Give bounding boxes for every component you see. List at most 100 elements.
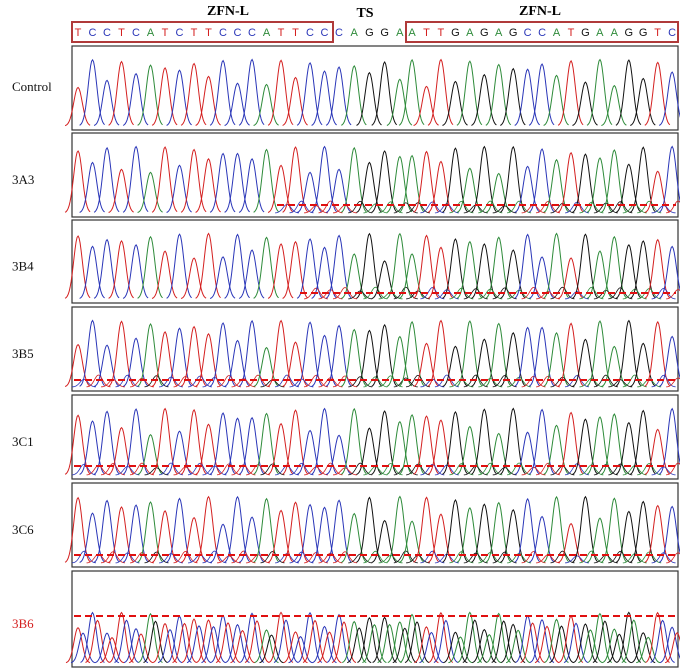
base-letter: A bbox=[553, 27, 561, 39]
trace-peak bbox=[449, 287, 474, 300]
trace-peak bbox=[122, 72, 149, 126]
trace-peak bbox=[377, 623, 402, 664]
trace-peak bbox=[449, 463, 474, 476]
trace-peak bbox=[123, 627, 149, 664]
trace-peak bbox=[449, 551, 474, 564]
base-letter: A bbox=[466, 27, 474, 39]
trace-peak bbox=[644, 61, 671, 126]
trace-peak bbox=[485, 172, 512, 214]
row-label: 3B5 bbox=[12, 346, 34, 361]
trace-peak bbox=[463, 288, 488, 300]
trace-peak bbox=[296, 321, 323, 387]
trace-peak bbox=[587, 612, 613, 663]
trace-peak bbox=[282, 240, 308, 299]
base-letter: C bbox=[668, 27, 676, 39]
trace-peak bbox=[637, 551, 662, 564]
row-label: 3C1 bbox=[12, 434, 34, 449]
trace-peak bbox=[93, 79, 120, 126]
trace-peak bbox=[413, 342, 439, 387]
trace-peak bbox=[216, 375, 242, 388]
base-letter: A bbox=[611, 27, 619, 39]
trace-peak bbox=[274, 374, 300, 388]
trace-peak bbox=[586, 416, 613, 475]
trace-peak bbox=[253, 412, 279, 475]
trace-peak bbox=[93, 344, 120, 387]
trace-peak bbox=[456, 425, 483, 475]
trace-peak bbox=[109, 611, 134, 663]
trace-peak bbox=[289, 551, 314, 564]
trace-peak bbox=[386, 232, 413, 299]
left-label: ZFN-L bbox=[207, 4, 249, 19]
trace-peak bbox=[442, 410, 468, 475]
trace-peak bbox=[666, 552, 680, 564]
trace-peak bbox=[94, 632, 120, 664]
trace-peak bbox=[500, 623, 526, 664]
base-letter: T bbox=[205, 27, 212, 39]
trace-peak bbox=[363, 203, 388, 214]
trace-peak bbox=[387, 621, 412, 663]
trace-peak bbox=[420, 201, 445, 214]
base-letter: T bbox=[191, 27, 198, 39]
row-label: Control bbox=[12, 79, 52, 94]
trace-peak bbox=[70, 632, 96, 664]
row-label: 3B6 bbox=[12, 616, 34, 631]
trace-peak bbox=[296, 171, 323, 213]
trace-peak bbox=[463, 374, 488, 388]
trace-peak bbox=[186, 625, 212, 664]
trace-peak bbox=[137, 64, 163, 126]
trace-peak bbox=[224, 417, 250, 475]
trace-peak bbox=[405, 463, 431, 476]
trace-peak bbox=[500, 509, 526, 563]
trace-peak bbox=[180, 148, 207, 213]
trace-peak bbox=[341, 328, 367, 387]
trace-peak bbox=[259, 634, 284, 664]
trace-peak bbox=[413, 234, 439, 299]
trace-peak bbox=[166, 69, 192, 126]
trace-peak bbox=[144, 375, 169, 388]
trace-peak bbox=[267, 59, 294, 126]
trace-peak bbox=[362, 624, 387, 664]
trace-peak bbox=[393, 377, 418, 388]
trace-peak bbox=[608, 201, 633, 214]
trace-panel bbox=[71, 219, 679, 304]
trace-peak bbox=[283, 631, 308, 664]
trace-peak bbox=[644, 238, 671, 299]
trace-peak bbox=[122, 244, 149, 299]
trace-peak bbox=[457, 611, 483, 663]
base-letter: G bbox=[365, 27, 374, 39]
trace-peak bbox=[592, 620, 618, 663]
trace-peak bbox=[79, 512, 105, 563]
base-letter: G bbox=[624, 27, 633, 39]
trace-peak bbox=[253, 148, 279, 213]
trace-peak bbox=[485, 236, 512, 299]
base-letter: T bbox=[162, 27, 169, 39]
trace-peak bbox=[108, 168, 134, 213]
trace-peak bbox=[332, 375, 358, 388]
base-letter: A bbox=[351, 27, 359, 39]
trace-peak bbox=[79, 245, 105, 299]
trace-peak bbox=[413, 415, 439, 475]
trace-peak bbox=[573, 623, 598, 664]
trace-peak bbox=[485, 501, 512, 563]
trace-peak bbox=[507, 200, 532, 214]
base-letter: G bbox=[380, 27, 389, 39]
trace-peak bbox=[630, 77, 656, 126]
base-letter: T bbox=[75, 27, 82, 39]
trace-peak bbox=[187, 375, 213, 388]
trace-peak bbox=[601, 345, 627, 387]
trace-peak bbox=[615, 163, 642, 213]
trace-peak bbox=[521, 286, 546, 300]
trace-peak bbox=[631, 632, 656, 664]
trace-peak bbox=[64, 235, 91, 299]
trace-peak bbox=[462, 619, 488, 663]
trace-peak bbox=[427, 419, 454, 475]
trace-peak bbox=[492, 287, 517, 300]
right-box bbox=[405, 21, 679, 43]
base-letter: A bbox=[408, 27, 416, 39]
trace-peak bbox=[311, 506, 337, 563]
trace-peak bbox=[341, 512, 367, 563]
trace-peak bbox=[151, 250, 178, 299]
trace-peak bbox=[651, 374, 676, 388]
trace-peak bbox=[572, 81, 598, 126]
trace-peak bbox=[442, 80, 468, 126]
